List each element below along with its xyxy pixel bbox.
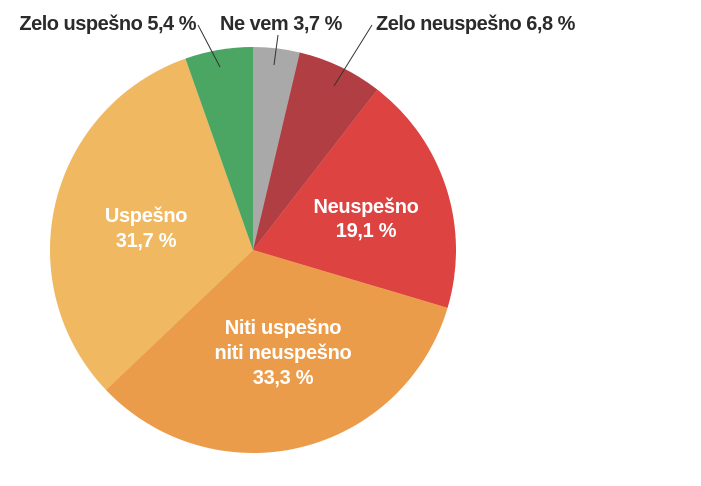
leader-line [333, 24, 373, 87]
slice-label: niti neuspešno [215, 342, 352, 364]
slice-label: Zelo neuspešno 6,8 % [376, 13, 576, 35]
slice-label: 33,3 % [253, 367, 314, 389]
pie-slice-ne-vem [253, 47, 300, 250]
leader-line [197, 24, 221, 68]
slice-label: Niti uspešno [225, 317, 341, 339]
pie-slice-uspesno [50, 58, 253, 390]
slice-label: 31,7 % [116, 230, 177, 252]
pie-slice-neuspesno [253, 89, 456, 308]
leader-line [273, 34, 279, 66]
pie-slice-zelo-uspesno [185, 47, 253, 250]
slice-label: Neuspešno [313, 196, 418, 218]
slice-label: Zelo uspešno 5,4 % [19, 13, 196, 35]
pie-slice-niti-uspesno-niti-neuspesno [105, 250, 448, 453]
slice-label: Uspešno [105, 205, 187, 227]
slice-label: 19,1 % [336, 220, 397, 242]
slice-label: Ne vem 3,7 % [220, 13, 343, 35]
pie-slice-zelo-neuspesno [253, 52, 378, 251]
